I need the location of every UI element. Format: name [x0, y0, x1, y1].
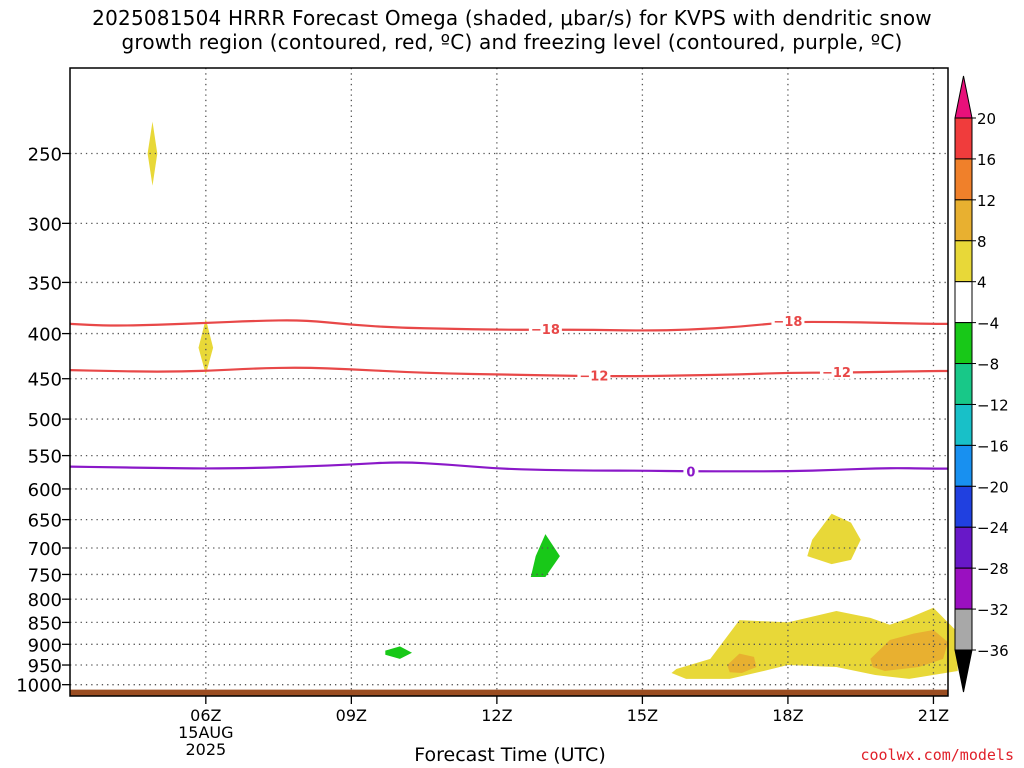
omega-region-6 [727, 653, 757, 673]
ground-layer [70, 689, 948, 696]
colorbar-label-11: −28 [977, 560, 1009, 578]
colorbar-segment [954, 199, 973, 242]
contour-label-bg [683, 463, 699, 479]
contour-layer: −18 −18 −12 −12 0 [69, 312, 948, 480]
y-tick-label-950: 950 [28, 656, 62, 677]
x-tick-date: 15AUG [178, 723, 233, 742]
colorbar-segment [954, 281, 973, 324]
y-tick-label-800: 800 [28, 590, 62, 611]
colorbar-label-7: −12 [977, 396, 1009, 414]
colorbar: 20 16 12 8 4 −4 −8 −12 −16 −20 −24 −28 −32 −36 [954, 75, 1009, 693]
contour-label-bg [819, 363, 853, 379]
grid-layer [70, 68, 948, 690]
colorbar-top-triangle [954, 75, 973, 119]
colorbar-label-12: −32 [977, 601, 1009, 619]
x-tick-label-12Z: 12Z [481, 706, 512, 725]
contour-label-0-1: −18 [773, 315, 802, 330]
y-tick-label-500: 500 [28, 410, 62, 431]
contour-line-2 [69, 461, 948, 473]
ground-surface [70, 689, 948, 696]
colorbar-segment [954, 567, 973, 610]
credit-link[interactable]: coolwx.com/models [860, 746, 1014, 764]
colorbar-label-13: −36 [977, 642, 1009, 660]
colorbar-label-0: 20 [977, 110, 996, 128]
x-tick-label-18Z: 18Z [772, 706, 803, 725]
colorbar-segment [954, 363, 973, 405]
colorbar-label-6: −8 [977, 356, 999, 374]
omega-region-7 [870, 630, 948, 671]
colorbar-label-3: 8 [977, 233, 987, 251]
colorbar-segment [954, 444, 973, 487]
plot-frame [69, 67, 949, 697]
contour-label-bg [577, 367, 611, 383]
y-tick-label-600: 600 [28, 480, 62, 501]
y-tick-label-700: 700 [28, 539, 62, 560]
x-tick-label-06Z: 06Z [190, 706, 221, 725]
y-tick-label-400: 400 [28, 325, 62, 346]
chart-title: 2025081504 HRRR Forecast Omega (shaded, … [0, 6, 1024, 54]
omega-shading-layer [147, 121, 958, 679]
contour-label-bg [528, 320, 562, 336]
axes-layer: 2503003504004505005506006507007508008509… [16, 67, 949, 759]
y-tick-label-350: 350 [28, 273, 62, 294]
contour-label-0-0: −18 [531, 323, 560, 338]
chart-title-line-2: growth region (contoured, red, ºC) and f… [121, 30, 903, 54]
omega-region-4 [807, 513, 861, 565]
colorbar-label-2: 12 [977, 192, 996, 210]
contour-line-1 [69, 366, 948, 378]
colorbar-label-5: −4 [977, 315, 999, 333]
x-tick-label-15Z: 15Z [627, 706, 658, 725]
y-tick-label-850: 850 [28, 613, 62, 634]
contour-label-1-0: −12 [579, 369, 608, 384]
y-tick-label-250: 250 [28, 144, 62, 165]
omega-region-3 [385, 646, 412, 659]
colorbar-segment [954, 117, 973, 160]
colorbar-segment [954, 158, 973, 201]
y-tick-label-900: 900 [28, 635, 62, 656]
omega-region-0 [147, 121, 158, 186]
contour-label-1-1: −12 [822, 366, 851, 381]
omega-region-2 [530, 534, 560, 577]
y-tick-label-1000: 1000 [16, 676, 62, 697]
y-tick-label-300: 300 [28, 214, 62, 235]
y-tick-label-450: 450 [28, 370, 62, 391]
contour-label-bg [771, 312, 805, 328]
colorbar-label-8: −16 [977, 437, 1009, 455]
contour-label-2-0: 0 [686, 465, 695, 480]
colorbar-label-9: −20 [977, 478, 1009, 496]
colorbar-label-10: −24 [977, 519, 1009, 537]
y-tick-label-650: 650 [28, 511, 62, 532]
x-tick-label-09Z: 09Z [336, 706, 367, 725]
x-tick-year: 2025 [185, 740, 226, 759]
omega-region-1 [198, 318, 214, 375]
colorbar-segment [954, 526, 973, 569]
colorbar-label-1: 16 [977, 151, 996, 169]
y-tick-label-550: 550 [28, 447, 62, 468]
colorbar-segment [954, 403, 973, 446]
colorbar-bottom-triangle [954, 649, 973, 693]
contour-line-0 [69, 319, 948, 332]
colorbar-segment [954, 608, 973, 651]
x-axis-label: Forecast Time (UTC) [414, 744, 606, 766]
x-tick-label-21Z: 21Z [918, 706, 949, 725]
colorbar-segment [954, 240, 973, 283]
colorbar-segment [954, 485, 973, 528]
chart-title-line-1: 2025081504 HRRR Forecast Omega (shaded, … [92, 6, 932, 30]
colorbar-label-4: 4 [977, 274, 987, 292]
y-tick-label-750: 750 [28, 565, 62, 586]
colorbar-segment [954, 322, 973, 365]
